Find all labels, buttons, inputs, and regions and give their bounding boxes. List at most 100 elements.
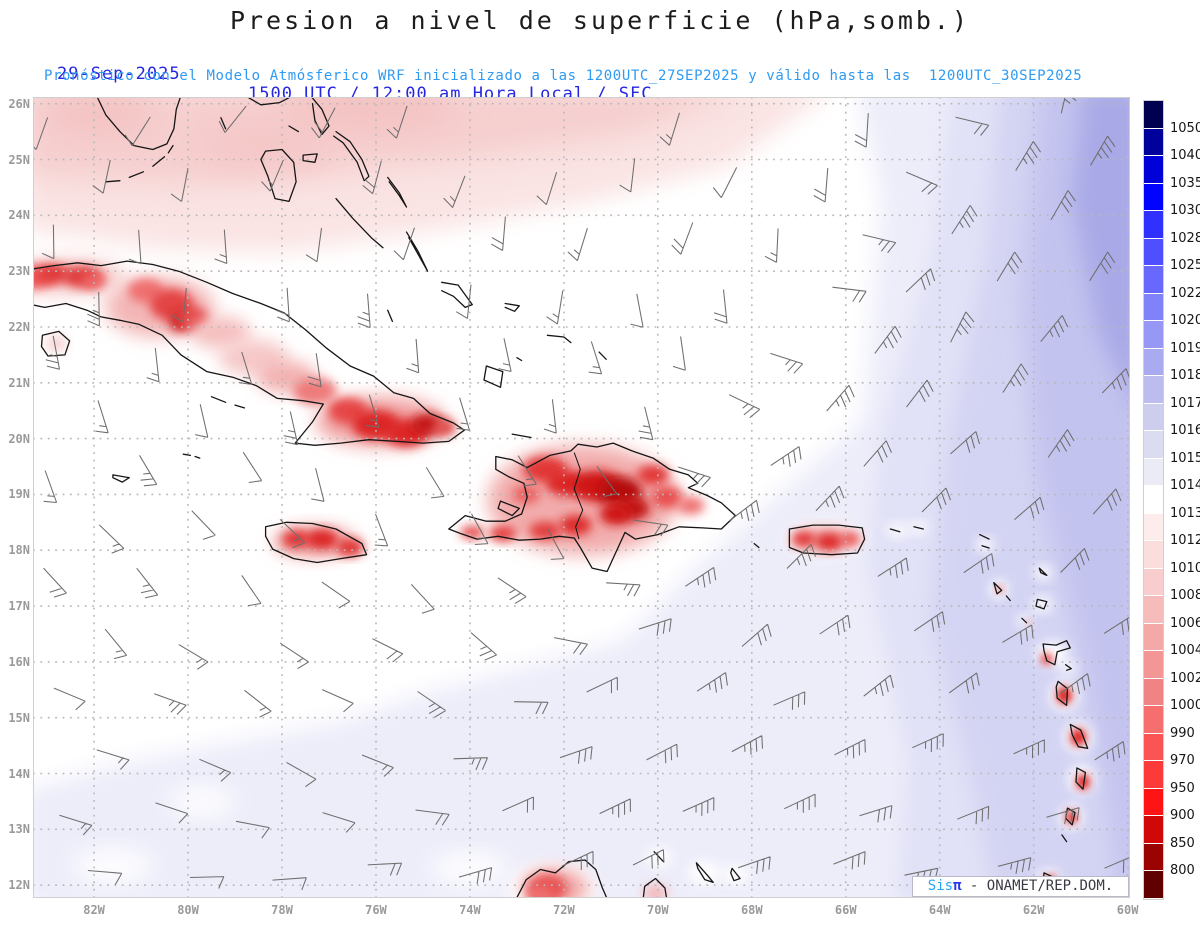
colorbar-segment (1144, 156, 1163, 184)
coastline (993, 581, 1003, 595)
coastline (448, 442, 737, 573)
colorbar-segment (1144, 431, 1163, 459)
coastal-fringe (724, 866, 749, 885)
colorbar-segment (1144, 403, 1163, 432)
colorbar-tick-label: 1010 (1170, 560, 1200, 576)
coastline (504, 302, 520, 312)
colorbar-tick-label: 1014 (1170, 478, 1200, 494)
coastline (220, 117, 227, 130)
lat-tick-label: 17N (8, 599, 30, 614)
coastline (1021, 617, 1028, 624)
lon-tick-label: 76W (365, 903, 387, 917)
colorbar-tick-label: 1012 (1170, 533, 1200, 549)
colorbar-segment (1144, 266, 1163, 294)
colorbar-segment (1144, 871, 1163, 899)
colorbar-tick-label: 1022 (1170, 285, 1200, 301)
colorbar-segment (1144, 321, 1163, 349)
coastline (246, 97, 292, 106)
wind-barbs (33, 97, 1130, 891)
colorbar-tick-label: 850 (1170, 835, 1195, 851)
terrain-low-blob (82, 273, 107, 290)
colorbar-segment (1144, 128, 1163, 157)
lon-tick-label: 74W (459, 903, 481, 917)
coastline (788, 524, 866, 556)
lat-tick-label: 18N (8, 543, 30, 558)
coastline (310, 97, 330, 136)
coastline (1061, 834, 1068, 843)
coastline (695, 862, 714, 884)
lon-tick-label: 80W (177, 903, 199, 917)
colorbar-tick-label: 1025 (1170, 258, 1200, 274)
colorbar-tick-label: 950 (1170, 780, 1195, 796)
coastline (260, 148, 297, 203)
lon-tick-label: 82W (83, 903, 105, 917)
coastline (981, 545, 990, 549)
colorbar-tick-label: 1017 (1170, 395, 1200, 411)
terrain-low-blob (528, 886, 553, 898)
colorbar-segment (1144, 348, 1163, 377)
colorbar-tick-label: 1015 (1170, 450, 1200, 466)
colorbar-tick-label: 1020 (1170, 313, 1200, 329)
colorbar-segment (1144, 541, 1163, 569)
pressure-colorbar (1143, 100, 1164, 900)
colorbar-segment (1144, 513, 1163, 542)
terrain-low-blob (46, 335, 67, 352)
colorbar-segment (1144, 486, 1163, 514)
pressure-shade-region (1071, 97, 1130, 398)
colorbar-segment (1144, 458, 1163, 487)
colorbar-tick-label: 1016 (1170, 423, 1200, 439)
lon-tick-label: 64W (928, 903, 951, 917)
lat-tick-label: 16N (8, 654, 30, 669)
coastline (546, 334, 572, 344)
coastline (333, 130, 370, 182)
coastline (516, 357, 523, 362)
colorbar-segment (1144, 568, 1163, 597)
colorbar-segment (1144, 623, 1163, 652)
colorbar-tick-label: 1019 (1170, 340, 1200, 356)
lon-tick-label: 70W (646, 903, 669, 917)
colorbar-segment (1144, 376, 1163, 404)
colorbar-segment (1144, 733, 1163, 762)
terrain-low-blob (559, 515, 592, 536)
colorbar-segment (1144, 596, 1163, 624)
colorbar-segment (1144, 788, 1163, 817)
coastline (483, 365, 504, 388)
coastal-fringe (887, 523, 908, 538)
colorbar-segment (1144, 651, 1163, 679)
colorbar-tick-label: 970 (1170, 753, 1195, 769)
terrain-low-blob (651, 486, 684, 509)
colorbar-tick-label: 1002 (1170, 670, 1200, 686)
colorbar-segment (1144, 761, 1163, 789)
coastline (167, 144, 174, 154)
lat-tick-label: 23N (8, 264, 30, 279)
watermark-pi-icon: π (953, 878, 962, 894)
coastline (387, 309, 394, 323)
coastline (1005, 595, 1011, 602)
coastline (96, 97, 182, 151)
coastline (515, 859, 608, 898)
colorbar-segment (1144, 238, 1163, 267)
colorbar-segment (1144, 678, 1163, 707)
coastline (913, 526, 924, 530)
colorbar-segment (1144, 101, 1163, 129)
watermark-onamet: - ONAMET/REP.DOM. (961, 878, 1114, 894)
colorbar-tick-label: 1018 (1170, 368, 1200, 384)
terrain-low-blob (840, 532, 861, 547)
colorbar-tick-label: 900 (1170, 808, 1195, 824)
pressure-shade-region (431, 853, 508, 884)
colorbar-tick-label: 1013 (1170, 505, 1200, 521)
country-border (573, 452, 584, 540)
coastline (112, 474, 130, 483)
terrain-low-blob (599, 503, 632, 525)
coastline (889, 528, 901, 533)
lat-tick-label: 25N (8, 152, 30, 167)
colorbar-segment (1144, 293, 1163, 322)
lon-tick-label: 78W (271, 903, 293, 917)
terrain-low-blob (643, 884, 668, 898)
colorbar-segment (1144, 183, 1163, 212)
graticule-gridlines (33, 97, 1130, 898)
coastline (40, 330, 71, 357)
run-date: 29-Sep-2025 (57, 64, 181, 84)
coastline (979, 533, 990, 540)
